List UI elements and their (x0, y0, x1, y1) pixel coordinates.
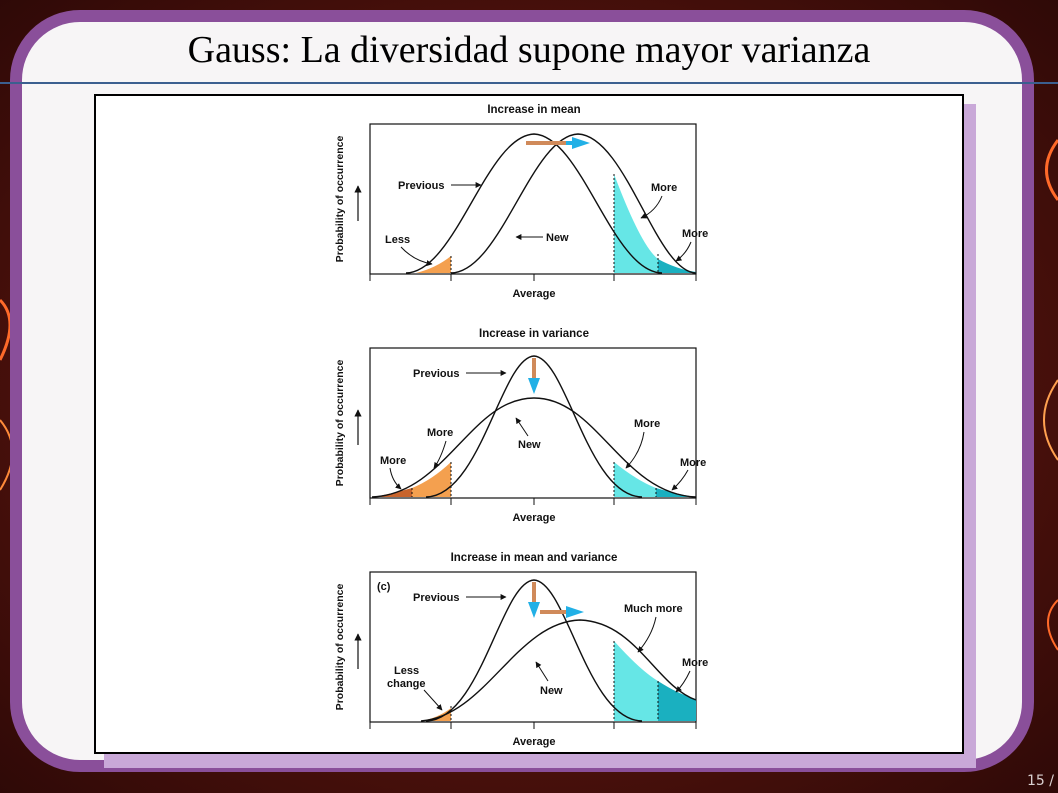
panel-1-label-more-inner: More (651, 182, 677, 194)
panel-1-new-curve (450, 133, 697, 274)
panel-increase-in-mean: Increase in mean Probability of occurren… (334, 104, 708, 300)
panel-2-x-label: Average (512, 512, 555, 524)
panel-2-y-label: Probability of occurrence (334, 360, 346, 487)
panel-2-left-inner-fill (412, 462, 451, 497)
panel-3-previous-curve (425, 579, 643, 722)
panel-3-y-label: Probability of occurrence (334, 584, 346, 711)
panel-2-axes (369, 347, 697, 499)
panel-2-label-more-right-inner: More (634, 418, 660, 430)
panel-3-label-previous: Previous (413, 592, 459, 604)
panel-2-previous-curve (425, 355, 643, 498)
panel-1-shift-arrow-head (572, 137, 590, 149)
slide-title: Gauss: La diversidad supone mayor varian… (187, 29, 871, 71)
panel-3-x-label: Average (512, 736, 555, 748)
panel-1-previous-curve (405, 133, 663, 274)
panel-1-right-outer-fill (658, 259, 696, 273)
title-rule (0, 82, 1058, 84)
panel-2-shift-arrow-head (528, 378, 540, 394)
distribution-figure: Increase in mean Probability of occurren… (94, 94, 964, 754)
panel-2-right-inner-fill (614, 462, 656, 497)
panel-2-label-more-left-outer: More (380, 455, 406, 467)
panel-2-right-outer-fill (656, 488, 696, 497)
panel-3-new-curve (420, 619, 697, 722)
panel-2-label-new: New (518, 439, 541, 451)
panel-3-left-tail-fill (421, 708, 451, 721)
distribution-figure-svg: Increase in mean Probability of occurren… (334, 104, 708, 748)
panel-3-title: Increase in mean and variance (451, 552, 618, 564)
panel-3-label-more: More (682, 657, 708, 669)
panel-1-left-tail-fill (416, 256, 451, 273)
panel-1-label-less: Less (385, 234, 410, 246)
panel-1-x-label: Average (512, 288, 555, 300)
panel-1-title: Increase in mean (487, 104, 580, 116)
panel-3-shift-arrow-head (566, 606, 584, 618)
panel-2-new-curve (371, 397, 697, 498)
panel-increase-in-variance: Increase in variance Probability of occu… (334, 328, 706, 524)
panel-1-y-label: Probability of occurrence (334, 136, 346, 263)
panel-increase-in-mean-and-variance: Increase in mean and variance (c) Probab… (334, 552, 708, 748)
panel-2-label-more-right-outer: More (680, 457, 706, 469)
page-number: 15 / (1027, 773, 1054, 789)
panel-2-left-outer-fill (372, 488, 412, 497)
panel-3-axes (369, 571, 697, 723)
panel-1-label-more-outer: More (682, 228, 708, 240)
panel-2-title: Increase in variance (479, 328, 589, 340)
panel-1-axes (369, 123, 697, 275)
panel-1-label-previous: Previous (398, 180, 444, 192)
panel-3-down-arrow-head (528, 602, 540, 618)
panel-2-label-previous: Previous (413, 368, 459, 380)
panel-3-label-new: New (540, 685, 563, 697)
panel-3-tag: (c) (377, 581, 391, 593)
panel-3-right-inner-fill (614, 641, 658, 721)
panel-3-label-change: change (387, 678, 426, 690)
panel-3-label-much-more: Much more (624, 603, 683, 615)
panel-2-label-more-left-inner: More (427, 427, 453, 439)
panel-1-label-new: New (546, 232, 569, 244)
panel-3-label-less: Less (394, 665, 419, 677)
panel-3-right-outer-fill (658, 681, 696, 721)
